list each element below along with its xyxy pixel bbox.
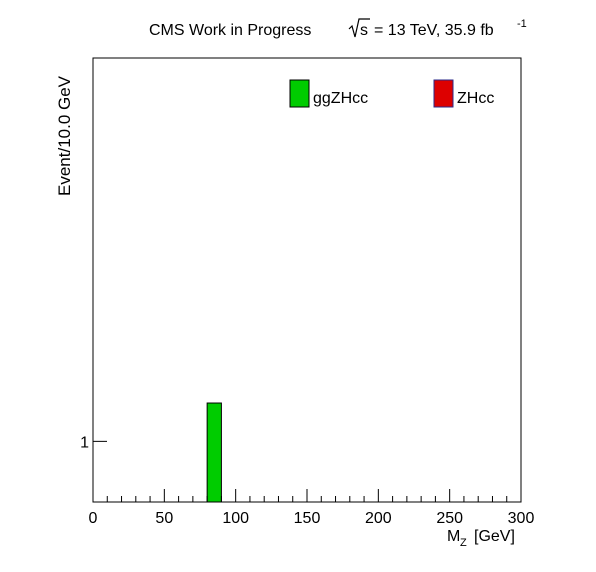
lumi-exponent: -1	[517, 18, 527, 30]
x-tick-label: 250	[436, 510, 463, 527]
legend-label-ggZHcc: ggZHcc	[313, 90, 368, 107]
x-tick-label: 0	[89, 510, 98, 527]
x-tick-label: 50	[155, 510, 173, 527]
sqrt-symbol	[348, 18, 370, 38]
x-tick-label: 200	[365, 510, 392, 527]
chart-title: CMS Work in Progress	[149, 22, 311, 39]
legend-swatch-ggZHcc	[289, 79, 310, 108]
sqrt-s-text: s	[360, 22, 368, 39]
x-tick-label: 100	[222, 510, 249, 527]
sqrt-s-label: s	[348, 18, 370, 39]
x-axis-title-unit: [GeV]	[474, 528, 515, 545]
x-axis-title-sub: Z	[460, 537, 467, 549]
legend-label-ZHcc: ZHcc	[457, 90, 494, 107]
x-axis-title: M Z [GeV]	[447, 528, 515, 549]
x-tick-label: 150	[294, 510, 321, 527]
x-tick-label: 300	[508, 510, 535, 527]
y-axis-title: Event/10.0 GeV	[55, 75, 74, 196]
bars	[206, 402, 222, 503]
energy-lumi-label: = 13 TeV, 35.9 fb	[374, 22, 494, 39]
legend: ggZHcc ZHcc	[289, 79, 494, 108]
x-axis-title-main: M	[447, 528, 460, 545]
y-tick-label: 1	[80, 434, 89, 451]
y-axis: 1	[80, 434, 107, 451]
x-axis: 0 50 100 150 200 250 300	[89, 489, 535, 527]
bar-ggZHcc	[206, 402, 222, 503]
legend-swatch-ZHcc	[433, 79, 454, 108]
plot-frame	[92, 57, 522, 503]
